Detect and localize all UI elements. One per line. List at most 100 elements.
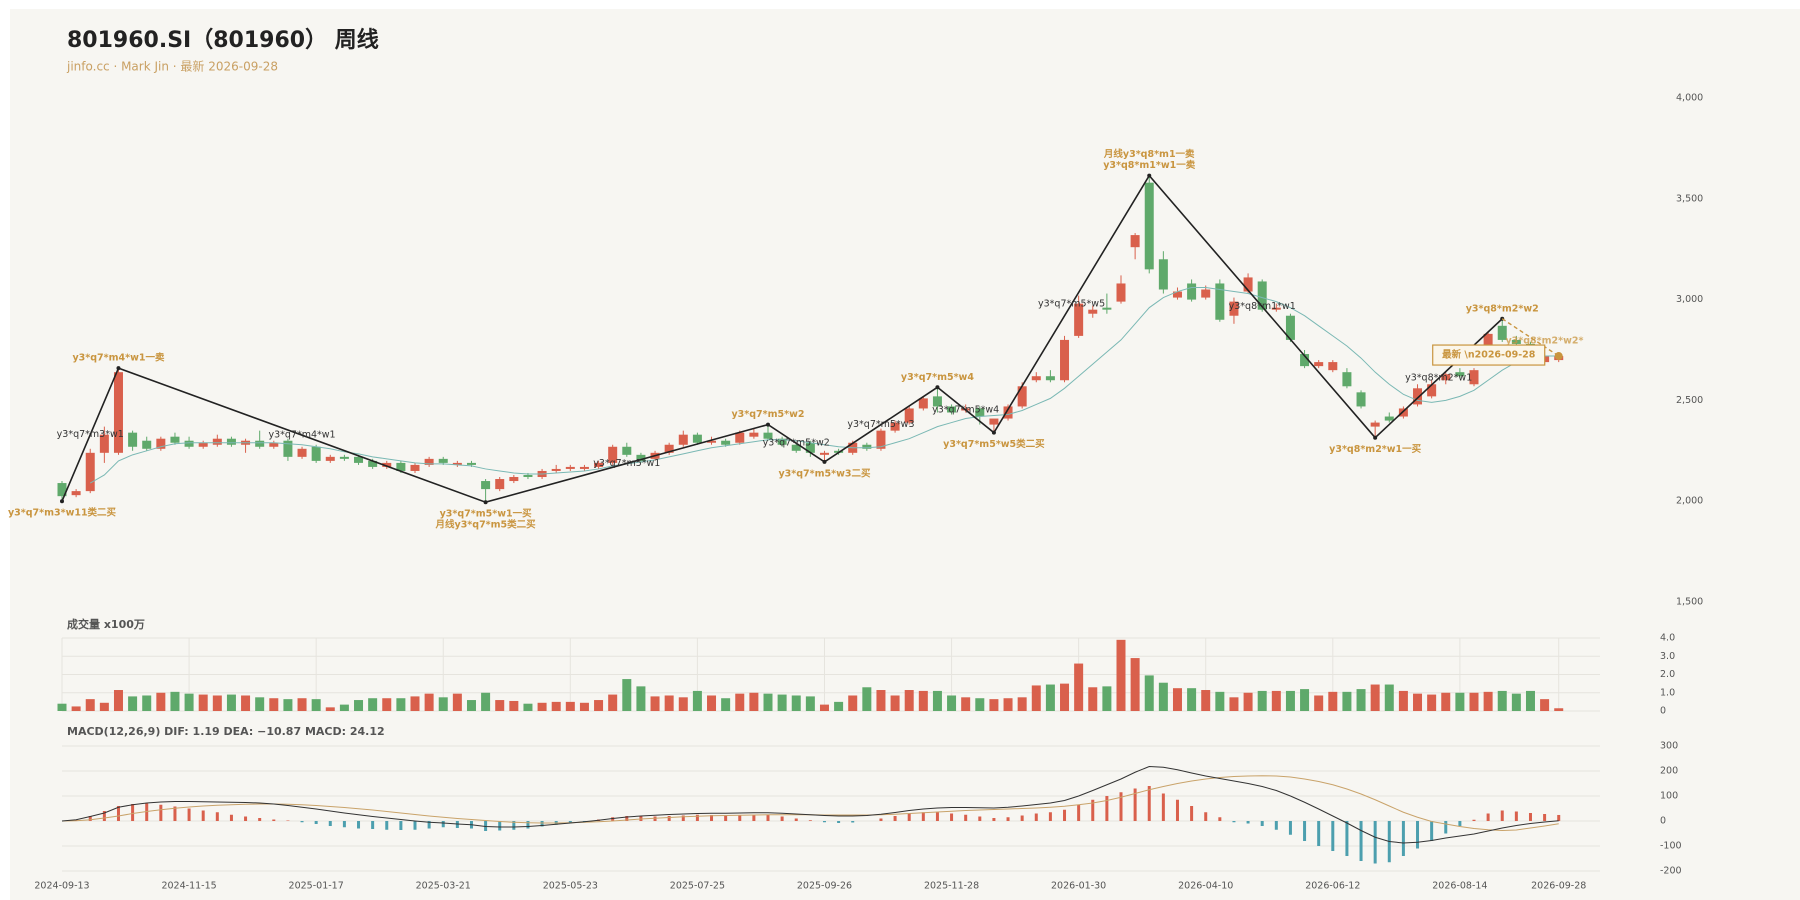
candle-body — [1017, 386, 1027, 407]
macd-bar — [1246, 821, 1250, 824]
macd-bar — [1048, 812, 1052, 821]
volume-bar — [283, 699, 293, 711]
x-tick-label: 2026-01-30 — [1051, 881, 1106, 892]
x-tick-label: 2025-01-17 — [289, 881, 344, 892]
volume-bar — [1370, 684, 1380, 711]
macd-bar — [1557, 814, 1561, 821]
candle-body — [382, 462, 392, 467]
candle-body — [622, 446, 632, 455]
volume-bar — [678, 697, 688, 711]
y-tick-label: 2,500 — [1676, 395, 1703, 406]
candle-body — [1285, 315, 1295, 340]
pending-line — [1501, 318, 1560, 357]
candle-body — [1031, 376, 1041, 381]
candle-body — [523, 474, 533, 478]
candle-body — [565, 466, 575, 469]
signal-label: y3*q8*m1*w1一卖 — [1103, 159, 1196, 171]
y-tick-label: 4,000 — [1676, 93, 1703, 104]
volume-bar — [1455, 692, 1465, 711]
candle-body — [1469, 370, 1479, 385]
volume-bar — [819, 704, 829, 711]
volume-bar — [904, 690, 914, 711]
macd-bar — [342, 821, 346, 828]
volume-bar — [1102, 686, 1112, 711]
candle-body — [1158, 259, 1168, 290]
candle-body — [85, 452, 95, 492]
volume-bar — [989, 699, 999, 711]
macd-bar — [1105, 796, 1109, 821]
volume-bar — [1483, 691, 1493, 711]
macd-bar — [1514, 811, 1518, 821]
macd-bar — [1006, 817, 1010, 821]
macd-bar — [427, 821, 431, 829]
y-tick-label: 200 — [1660, 766, 1678, 777]
y-tick-label: -200 — [1660, 866, 1682, 877]
candle-body — [466, 462, 476, 465]
volume-bar — [707, 695, 717, 711]
stroke-label: y3*q7*m5*w1 — [593, 458, 660, 469]
macd-bar — [879, 818, 883, 821]
macd-bar — [1077, 804, 1081, 821]
candle-body — [198, 442, 208, 447]
volume-bar — [1441, 692, 1451, 711]
candle-body — [763, 432, 773, 439]
x-tick-label: 2025-11-28 — [924, 881, 979, 892]
y-tick-label: 1,500 — [1676, 597, 1703, 608]
macd-bar — [526, 821, 530, 829]
volume-bar — [975, 698, 985, 711]
candle-body — [1427, 384, 1437, 397]
macd-bar — [1274, 821, 1278, 830]
candle-body — [735, 432, 745, 443]
volume-bar — [170, 691, 180, 711]
candle-body — [1060, 339, 1070, 381]
macd-bar — [1020, 815, 1024, 821]
volume-bar — [594, 700, 604, 711]
macd-bar — [893, 816, 897, 821]
candle-body — [1102, 307, 1112, 310]
stroke-label: y3*q7*m5*w2 — [763, 438, 830, 449]
candle-body — [777, 438, 787, 445]
candle-body — [932, 396, 942, 407]
macd-bar — [568, 821, 572, 823]
candle-body — [1511, 339, 1521, 344]
volume-bar — [1158, 682, 1168, 711]
chart-title: 801960.SI（801960） 周线 — [67, 27, 379, 53]
volume-bar — [777, 694, 787, 711]
volume-bar — [99, 702, 109, 711]
candle-body — [1455, 372, 1465, 377]
candle-body — [156, 438, 166, 449]
candle-body — [1413, 388, 1423, 405]
zigzag-vertex — [935, 385, 940, 390]
x-tick-label: 2025-03-21 — [416, 881, 471, 892]
x-tick-label: 2025-07-25 — [670, 881, 725, 892]
macd-bar — [1091, 799, 1095, 821]
stroke-label: y3*q7*m5*w5 — [1038, 299, 1105, 310]
volume-bar — [481, 692, 491, 711]
candle-body — [1328, 362, 1338, 371]
candle-body — [664, 444, 674, 453]
signal-label: y3*q7*m5*w3二买 — [778, 468, 871, 479]
macd-bar — [950, 813, 954, 821]
macd-bar — [385, 821, 389, 830]
macd-bar — [1190, 806, 1194, 821]
macd-bar — [441, 821, 445, 828]
zigzag-vertex — [483, 500, 488, 505]
volume-bar — [198, 694, 208, 711]
candle-body — [438, 458, 448, 463]
candle-body — [947, 406, 957, 413]
candle-body — [1074, 303, 1084, 336]
macd-bar — [1472, 819, 1476, 821]
candle-body — [184, 440, 194, 447]
y-tick-label: 4.0 — [1660, 633, 1675, 644]
macd-bar — [328, 821, 332, 826]
candle-body — [509, 477, 519, 482]
dif-line — [61, 765, 1559, 844]
volume-bar — [848, 695, 858, 711]
macd-bar — [371, 821, 375, 829]
volume-bar — [1384, 684, 1394, 711]
zigzag-line — [61, 174, 1503, 504]
volume-bar — [410, 696, 420, 711]
volume-bar — [1003, 698, 1013, 711]
volume-bar — [608, 694, 618, 711]
